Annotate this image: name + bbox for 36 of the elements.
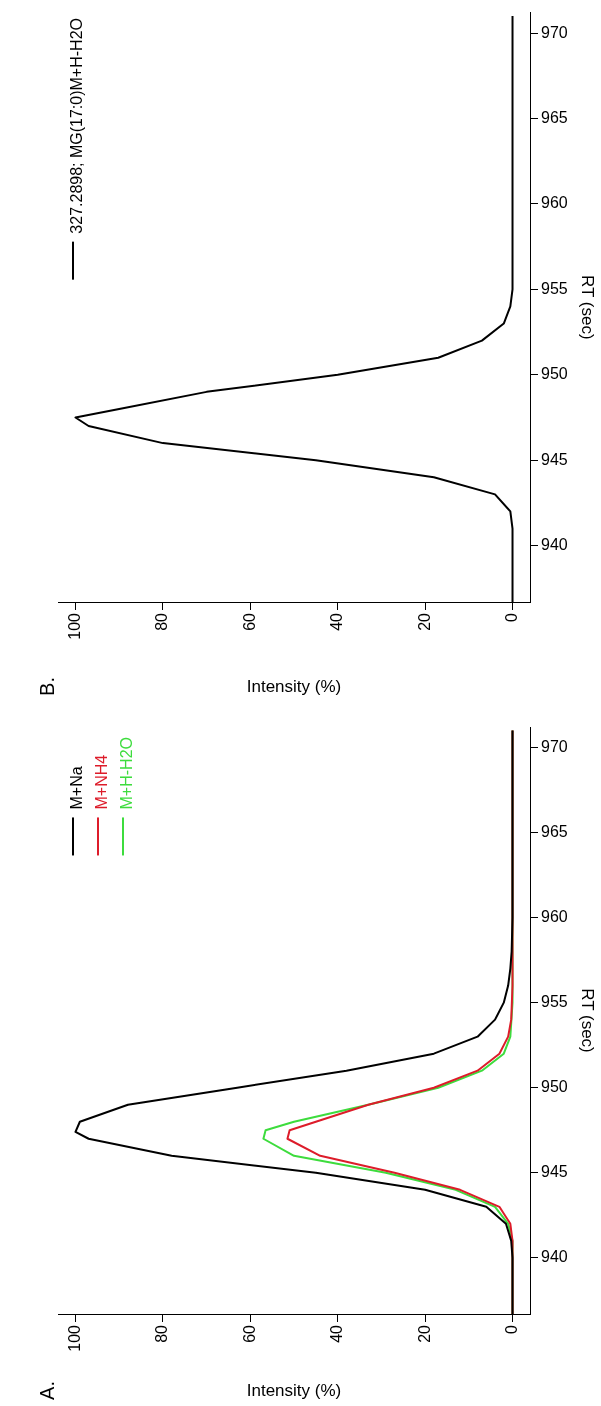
x-tick-label: 20 bbox=[415, 1324, 433, 1343]
y-axis-title: RT (sec) bbox=[578, 988, 598, 1053]
y-tick-label: 950 bbox=[541, 365, 568, 383]
y-tick-label: 955 bbox=[541, 279, 568, 297]
text: B. bbox=[36, 677, 59, 696]
y-tick-label: 970 bbox=[541, 23, 568, 41]
y-tick-label: 945 bbox=[541, 1163, 568, 1181]
text: M+Na bbox=[68, 766, 85, 810]
x-tick-label: 80 bbox=[153, 1324, 171, 1343]
x-tick-label: 0 bbox=[502, 1324, 520, 1334]
text: M+H-H2O bbox=[118, 737, 135, 810]
text: 327.2898; MG(17:0)M+H-H2O bbox=[68, 18, 85, 234]
x-axis-title: Intensity (%) bbox=[246, 677, 342, 697]
x-tick-label: 40 bbox=[328, 1324, 346, 1343]
y-tick-label: 950 bbox=[541, 1078, 568, 1096]
y-tick-label: 965 bbox=[541, 108, 568, 126]
x-tick-label: 0 bbox=[502, 612, 520, 622]
y-tick-label: 965 bbox=[541, 822, 568, 840]
y-tick-label: 945 bbox=[541, 450, 568, 468]
y-tick-label: 940 bbox=[541, 536, 568, 554]
y-axis-title: RT (sec) bbox=[578, 275, 598, 340]
x-tick-label: 20 bbox=[415, 612, 433, 631]
x-tick-label: 60 bbox=[240, 612, 258, 631]
x-tick-label: 80 bbox=[153, 612, 171, 631]
y-tick-label: 960 bbox=[541, 907, 568, 925]
y-tick-label: 955 bbox=[541, 993, 568, 1011]
x-tick-label: 100 bbox=[65, 612, 83, 640]
y-tick-label: 940 bbox=[541, 1248, 568, 1266]
x-tick-label: 40 bbox=[328, 612, 346, 631]
text: M+NH4 bbox=[93, 754, 110, 810]
y-tick-label: 970 bbox=[541, 737, 568, 755]
y-tick-label: 960 bbox=[541, 194, 568, 212]
x-axis-title: Intensity (%) bbox=[246, 1381, 342, 1401]
x-tick-label: 100 bbox=[65, 1324, 83, 1352]
x-tick-label: 60 bbox=[240, 1324, 258, 1343]
text: A. bbox=[36, 1381, 59, 1400]
